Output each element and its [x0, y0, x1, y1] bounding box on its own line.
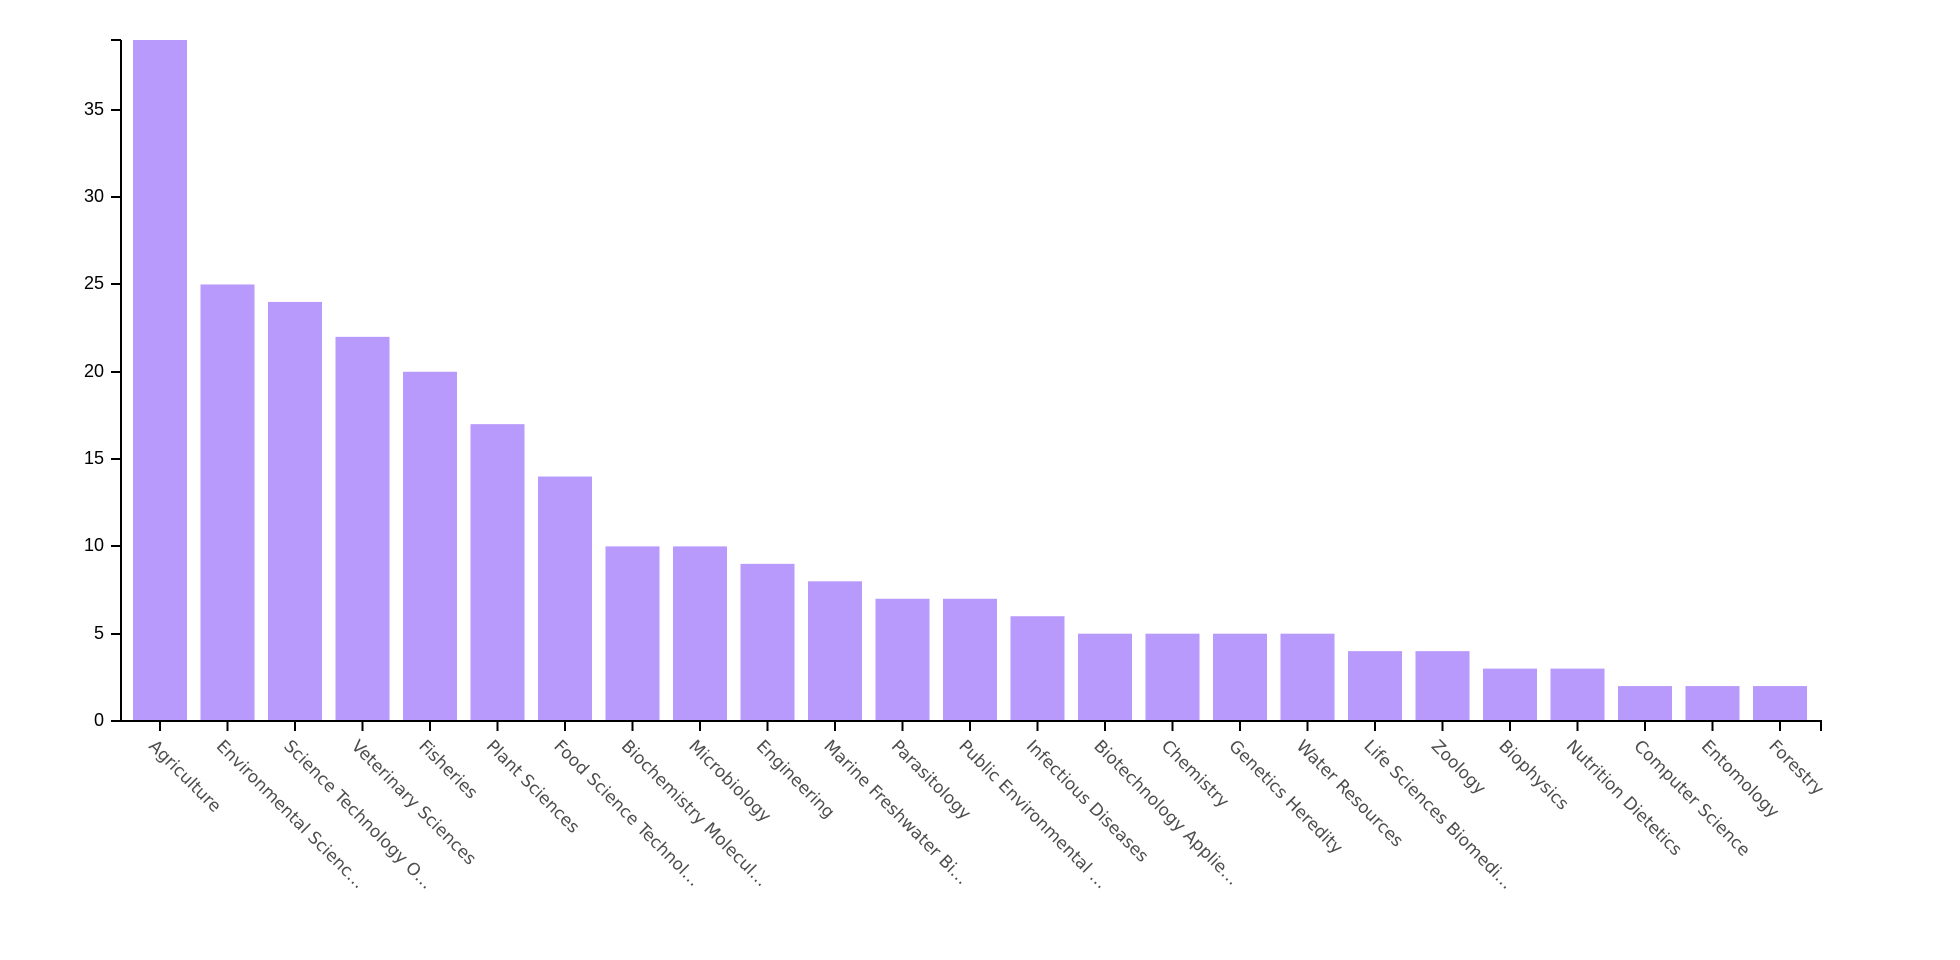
- bar: [875, 598, 930, 721]
- x-tick-label: Biophysics: [1494, 736, 1572, 814]
- bar: [268, 301, 322, 721]
- bar: [200, 284, 255, 721]
- bar: [1415, 651, 1470, 721]
- x-tick-label: Forestry: [1764, 736, 1827, 799]
- bars-group: [133, 40, 1807, 721]
- bar: [1618, 686, 1672, 721]
- bar: [1483, 668, 1537, 721]
- bar: [740, 563, 795, 721]
- bar: [133, 40, 187, 721]
- x-tick-label: Veterinary Sciences: [347, 736, 480, 869]
- bar: [1348, 651, 1402, 721]
- x-tick-label: Computer Science: [1629, 736, 1753, 860]
- x-tick-label: Genetics Heredity: [1224, 736, 1346, 858]
- bar: [470, 424, 525, 721]
- bar: [1550, 668, 1605, 721]
- bar: [538, 476, 592, 721]
- bar: [943, 598, 997, 721]
- y-axis: 0 5 10 15 20 25 30 35: [84, 39, 122, 730]
- y-tick-label: 25: [84, 273, 104, 293]
- y-tick-label: 20: [84, 361, 104, 381]
- bar: [1685, 686, 1740, 721]
- bar: [403, 371, 457, 721]
- bar: [1753, 686, 1807, 721]
- bar: [1145, 633, 1200, 721]
- bar: [605, 546, 660, 721]
- bar: [1010, 616, 1065, 721]
- x-tick-label: Nutrition Dietetics: [1562, 736, 1686, 860]
- x-tick-label: Infectious Diseases: [1022, 736, 1152, 866]
- y-tick-label: 30: [84, 186, 104, 206]
- bar: [673, 546, 727, 721]
- bar: [1213, 633, 1267, 721]
- bar: [335, 336, 390, 721]
- y-tick-label: 15: [84, 448, 104, 468]
- y-tick-label: 35: [84, 99, 104, 119]
- bar: [808, 581, 862, 721]
- y-tick-label: 0: [94, 710, 104, 730]
- bar: [1280, 633, 1335, 721]
- y-tick-label: 5: [94, 623, 104, 643]
- x-tick-label: Zoology: [1427, 736, 1490, 799]
- y-tick-label: 10: [84, 535, 104, 555]
- x-tick-label: Fisheries: [414, 736, 481, 803]
- bar: [1078, 633, 1132, 721]
